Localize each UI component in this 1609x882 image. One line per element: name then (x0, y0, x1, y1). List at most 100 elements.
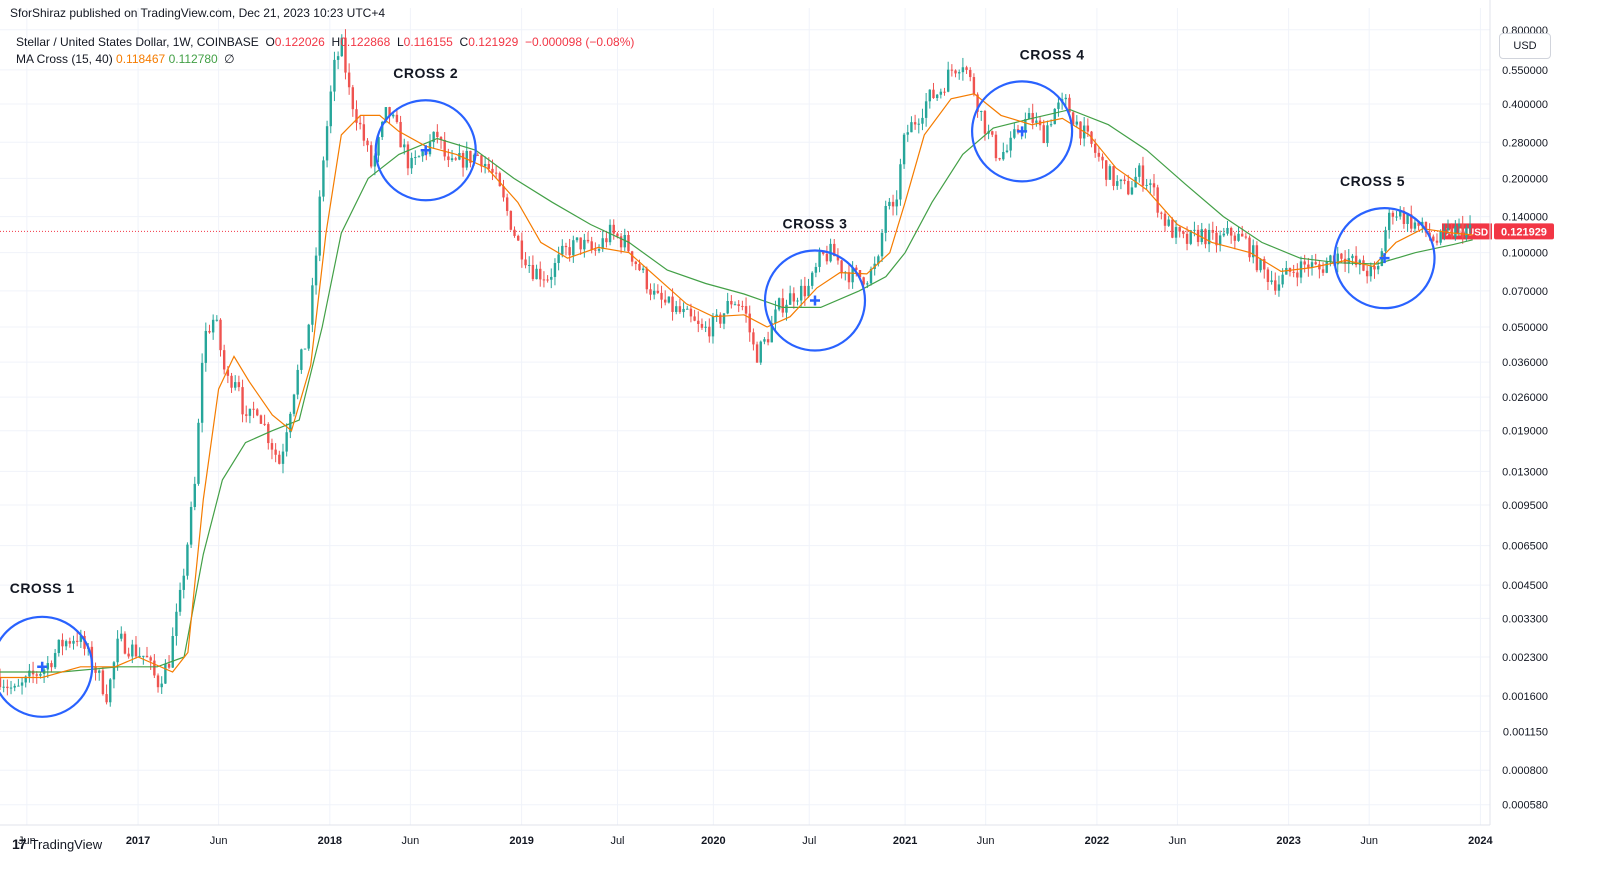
candle-body (627, 234, 630, 252)
candle-body (1042, 125, 1045, 144)
candle-body (788, 293, 792, 305)
candle-body (1281, 274, 1284, 285)
price-label-value-bg (1494, 223, 1554, 240)
candle-body (494, 172, 498, 174)
price-label-value: 0.121929 (1501, 226, 1547, 238)
candle-body (226, 369, 230, 376)
candle-body (1307, 264, 1310, 268)
candle-body (1303, 261, 1306, 265)
cross-marker-icon (420, 145, 431, 156)
candle-body (237, 382, 241, 388)
candle-body (1108, 166, 1112, 180)
candle-body (1424, 221, 1428, 233)
candle-body (1399, 210, 1402, 217)
candle-body (79, 635, 83, 642)
x-tick-label: 2023 (1276, 835, 1300, 847)
candle-body (792, 293, 796, 302)
ma-slow-value: 0.112780 (168, 52, 218, 66)
candle-body (178, 589, 182, 612)
indicator-option-icon[interactable]: ∅ (224, 52, 235, 66)
candle-body (1105, 160, 1108, 180)
candle-body (935, 94, 939, 99)
candle-body (75, 640, 79, 642)
candle-body (777, 298, 781, 310)
candle-body (1211, 229, 1214, 233)
y-tick-label: 0.001600 (1502, 691, 1548, 703)
candle-body (634, 261, 637, 265)
candle-body (366, 140, 369, 146)
candle-body (138, 655, 141, 657)
candle-body (836, 256, 840, 261)
candle-body (116, 638, 119, 663)
candle-body (369, 145, 373, 167)
candle-body (417, 156, 421, 158)
candle-body (1163, 213, 1167, 226)
candle-body (862, 277, 865, 285)
candle-body (542, 279, 546, 281)
candlesticks (0, 29, 1472, 707)
candle-body (274, 449, 277, 455)
cross-circle (374, 99, 477, 202)
candle-body (421, 151, 424, 157)
candle-body (381, 121, 384, 138)
candle-body (98, 670, 101, 673)
candle-body (954, 70, 957, 74)
candle-body (307, 324, 310, 349)
candle-body (1321, 269, 1325, 273)
candle-body (630, 251, 634, 262)
candle-body (891, 201, 895, 207)
candle-body (1376, 265, 1380, 270)
candle-body (568, 247, 571, 256)
candle-body (675, 306, 678, 312)
candle-body (1024, 119, 1027, 131)
cross-circle (0, 615, 94, 718)
candle-body (516, 235, 520, 241)
candle-body (682, 308, 685, 313)
candle-body (597, 249, 601, 251)
cross-circle (763, 249, 867, 352)
candle-body (1443, 230, 1446, 232)
candle-body (807, 285, 810, 297)
cross-label: CROSS 2 (393, 65, 458, 81)
x-tick-label: Jun (1360, 835, 1378, 847)
tradingview-logo-icon: 17 (12, 836, 27, 852)
y-tick-label: 0.000580 (1502, 800, 1548, 812)
cross-annotations: CROSS 1 CROSS 2 CROSS 3 CROSS 4 CROSS 5 (0, 46, 1436, 718)
candle-body (142, 655, 145, 657)
candle-body (726, 300, 729, 314)
currency-button[interactable]: USD (1499, 33, 1551, 59)
price-change: −0.000098 (−0.08%) (524, 35, 635, 49)
y-tick-label: 0.019000 (1502, 426, 1548, 438)
candle-body (1171, 219, 1174, 238)
candle-body (803, 285, 807, 297)
candle-body (219, 319, 222, 351)
candle-body (535, 268, 538, 280)
candle-body (943, 91, 946, 93)
candle-body (469, 150, 472, 163)
candle-body (586, 239, 590, 242)
candle-body (112, 662, 116, 680)
y-tick-label: 0.001150 (1503, 726, 1548, 738)
candle-body (822, 251, 825, 254)
candle-body (234, 382, 237, 388)
ohlc-low: L0.116155 (396, 35, 453, 49)
candle-body (1432, 236, 1435, 241)
candle-body (913, 122, 917, 125)
candle-body (1435, 240, 1439, 243)
candle-body (1314, 262, 1317, 265)
tradingview-brand: 17 TradingView (12, 836, 102, 852)
candle-body (641, 268, 645, 271)
candle-body (983, 110, 987, 134)
candle-body (1226, 227, 1229, 234)
candle-body (1130, 187, 1134, 195)
candle-body (1252, 245, 1255, 258)
candle-body (774, 309, 777, 324)
candle-body (531, 264, 535, 280)
candle-body (980, 110, 983, 112)
candle-body (833, 243, 836, 257)
candle-body (329, 91, 332, 127)
candle-body (1373, 266, 1376, 270)
candle-body (976, 94, 979, 112)
candle-body (583, 239, 586, 250)
